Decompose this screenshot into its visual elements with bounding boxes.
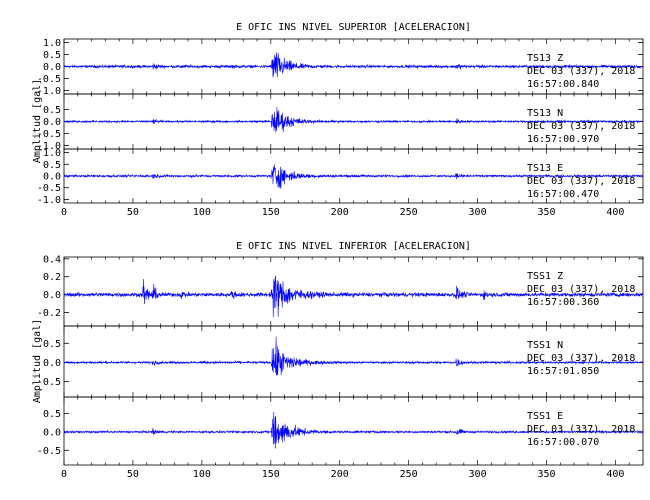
y-tick-label: 0.0 <box>43 172 61 183</box>
x-tick-label: 50 <box>127 469 139 480</box>
y-tick-label: 0.5 <box>43 160 61 171</box>
trace-annotation: TS13 E <box>527 163 563 174</box>
trace-annotation: 16:57:00.070 <box>527 437 599 448</box>
x-tick-label: 300 <box>469 469 487 480</box>
chart-title: E OFIC INS NIVEL SUPERIOR [ACELERACION] <box>236 22 471 33</box>
y-tick-label: 1.0 <box>43 148 61 159</box>
waveform-e <box>63 411 644 449</box>
trace-annotation: 16:57:01.050 <box>527 366 599 377</box>
y-tick-label: 0.0 <box>43 358 61 369</box>
trace-annotation: TS13 N <box>527 108 563 119</box>
x-tick-label: 350 <box>537 469 555 480</box>
waveform-n <box>63 336 644 376</box>
y-tick-label: -0.5 <box>37 377 61 388</box>
trace-annotation: TS13 Z <box>527 53 563 64</box>
x-tick-label: 350 <box>537 207 555 218</box>
y-tick-label: 0.0 <box>43 290 61 301</box>
y-tick-label: 0.4 <box>43 254 61 265</box>
trace-annotation: 16:57:00.970 <box>527 134 599 145</box>
panel-n: 0.50.0-0.5-1.0 TS13 N DEC 03 (337), 2018 16… <box>37 93 644 152</box>
panel-z: 1.00.50.0-0.5-1.0 TS13 Z DEC 03 (337), 201… <box>37 38 644 97</box>
y-tick-label: -1.0 <box>37 141 61 152</box>
chart-lower: E OFIC INS NIVEL INFERIOR [ACELERACION] A… <box>32 241 644 480</box>
x-tick-label: 300 <box>469 207 487 218</box>
y-tick-label: 0.5 <box>43 105 61 116</box>
y-tick-label: -0.5 <box>37 129 61 140</box>
trace-annotation: DEC 03 (337), 2018 <box>527 66 635 77</box>
chart-title: E OFIC INS NIVEL INFERIOR [ACELERACION] <box>236 241 471 252</box>
x-tick-label: 400 <box>606 469 624 480</box>
y-tick-label: -0.5 <box>37 183 61 194</box>
trace-annotation: DEC 03 (337), 2018 <box>527 353 635 364</box>
trace-annotation: DEC 03 (337), 2018 <box>527 424 635 435</box>
panel-n: 0.5 0.0 -0.5 TSS1 N DEC 03 (337), 2018 16:57:… <box>37 325 644 398</box>
x-tick-label: 150 <box>262 207 280 218</box>
x-tick-label: 250 <box>400 469 418 480</box>
y-tick-label: -1.0 <box>37 195 61 206</box>
waveform-z <box>63 275 644 318</box>
x-tick-label: 250 <box>400 207 418 218</box>
y-tick-label: 0.5 <box>43 339 61 350</box>
panel-e: 1.00.50.0-0.5-1.0 TS13 E DEC 03 (337), 201… <box>37 148 644 206</box>
y-tick-label: -1.0 <box>37 86 61 97</box>
panel-e: 0.5 0.0 -0.5 TSS1 E DEC 03 (337), 2018 16:57:… <box>37 396 644 466</box>
x-tick-label: 50 <box>127 207 139 218</box>
x-tick-label: 100 <box>193 469 211 480</box>
panel-z: 0.4 0.2 0.0 -0.2 TSS1 Z DEC 03 (337), 2018 16:… <box>37 254 644 327</box>
y-tick-label: 0.5 <box>43 50 61 61</box>
chart-upper: E OFIC INS NIVEL SUPERIOR [ACELERACION] A… <box>32 22 644 218</box>
y-tick-label: -0.5 <box>37 74 61 85</box>
trace-annotation: DEC 03 (337), 2018 <box>527 121 635 132</box>
trace-annotation: 16:57:00.360 <box>527 297 599 308</box>
x-tick-label: 400 <box>606 207 624 218</box>
trace-annotation: 16:57:00.840 <box>527 79 599 90</box>
y-tick-label: 0.0 <box>43 117 61 128</box>
y-tick-label: 0.2 <box>43 272 61 283</box>
y-tick-label: 0.0 <box>43 427 61 438</box>
y-tick-label: 0.0 <box>43 62 61 73</box>
y-axis-label: Amplitud [gal] <box>32 319 43 403</box>
waveform-e <box>63 164 644 189</box>
trace-annotation: DEC 03 (337), 2018 <box>527 284 635 295</box>
trace-annotation: DEC 03 (337), 2018 <box>527 176 635 187</box>
y-tick-label: -0.5 <box>37 446 61 457</box>
x-tick-label: 200 <box>331 207 349 218</box>
trace-annotation: TSS1 Z <box>527 271 563 282</box>
y-tick-label: 1.0 <box>43 38 61 49</box>
trace-annotation: TSS1 E <box>527 411 563 422</box>
trace-annotation: TSS1 N <box>527 340 563 351</box>
y-tick-label: 0.5 <box>43 409 61 420</box>
x-tick-label: 200 <box>331 469 349 480</box>
trace-annotation: 16:57:00.470 <box>527 189 599 200</box>
x-tick-label: 0 <box>61 469 67 480</box>
x-tick-label: 150 <box>262 469 280 480</box>
waveform-z <box>63 52 644 78</box>
y-axis-label: Amplitud [gal] <box>32 79 43 163</box>
waveform-n <box>63 107 644 133</box>
x-tick-label: 0 <box>61 207 67 218</box>
y-tick-label: -0.2 <box>37 308 61 319</box>
x-tick-label: 100 <box>193 207 211 218</box>
